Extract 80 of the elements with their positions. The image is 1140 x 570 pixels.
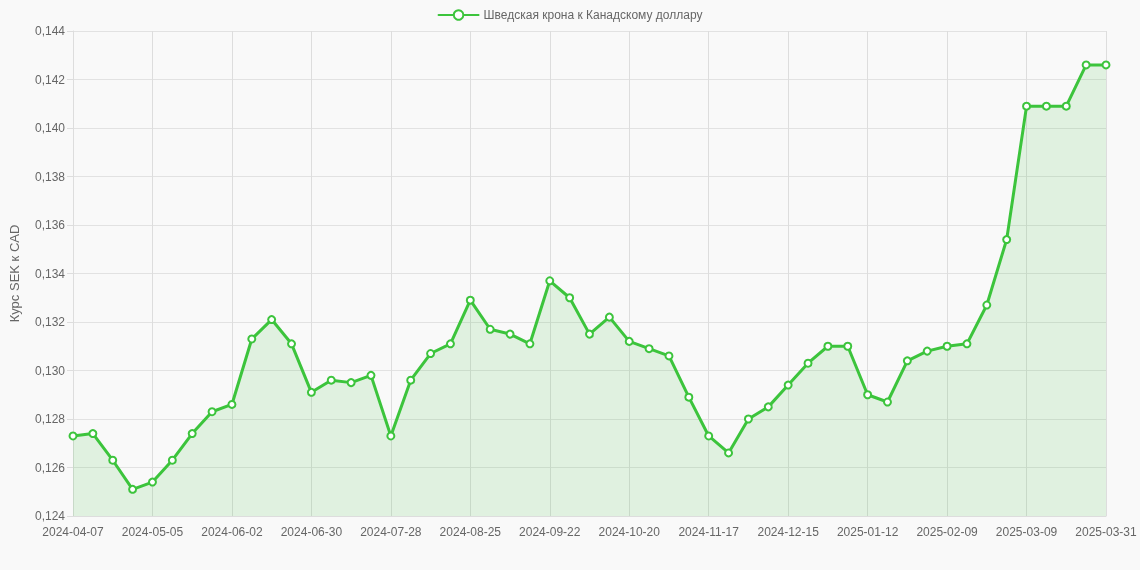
point [982,300,992,310]
point [227,399,237,409]
y-tick-label: 0,134 [34,266,66,281]
y-tick-label: 0,136 [34,218,66,232]
x-tick-label: 2025-02-09 [916,525,979,539]
point [147,477,157,487]
point [287,339,297,349]
point [624,336,634,346]
point [585,329,594,339]
point [1061,101,1071,111]
x-tick-label: 2024-10-20 [598,525,661,539]
point [962,339,972,349]
point [108,455,118,465]
point [187,429,197,439]
x-tick-label: 2025-03-09 [995,525,1058,539]
y-tick-label: 0,128 [34,412,66,426]
point [743,414,753,424]
y-tick-label: 0,138 [34,169,66,184]
point [267,315,277,325]
x-tick-label: 2024-04-07 [42,525,105,539]
point [803,358,813,368]
point [505,329,515,339]
point [167,455,177,465]
y-tick-label: 0,140 [34,121,66,135]
x-tick-label: 2025-01-12 [836,525,899,539]
point [644,344,654,354]
y-tick-label: 0,144 [34,24,66,38]
x-tick-label: 2024-05-05 [121,525,184,539]
legend-label: Шведская крона к Канадскому доллару [483,8,703,22]
point [882,397,892,407]
point [664,351,674,361]
point [207,407,217,417]
point [1081,60,1091,70]
x-tick-label: 2024-08-25 [439,525,502,539]
point [684,392,694,402]
point [247,334,257,344]
x-tick-label: 2024-07-28 [360,525,422,539]
point [1101,60,1111,70]
point [704,431,714,441]
point [902,356,912,366]
point [128,484,138,494]
x-tick-label: 2024-12-15 [757,525,820,539]
point [406,375,416,385]
x-tick-label: 2024-06-30 [280,525,343,539]
point [1041,101,1051,111]
x-tick-label: 2025-03-31 [1075,525,1138,539]
y-tick-label: 0,126 [34,460,66,475]
point [942,341,952,351]
x-tick-label: 2024-09-22 [519,525,581,539]
point [386,431,396,441]
x-tick-label: 2024-11-17 [678,525,740,539]
point [823,341,833,351]
point [1022,101,1032,111]
point [863,390,873,400]
point [843,341,853,351]
point [783,380,793,390]
point [366,370,376,380]
x-tick-label: 2024-06-02 [201,525,263,539]
point [1002,235,1012,245]
point [724,448,734,458]
point [306,387,316,397]
y-tick-label: 0,142 [34,72,66,87]
point [68,431,78,441]
point [88,429,98,439]
point [604,312,614,322]
point [346,378,356,388]
point [545,276,555,286]
point [465,295,475,305]
y-tick-label: 0,124 [34,509,66,523]
point [565,293,575,303]
point [326,375,336,385]
point [485,324,495,334]
point [426,349,436,359]
point [922,346,932,356]
y-tick-label: 0,130 [34,363,66,378]
point [763,402,773,412]
point [525,339,535,349]
y-tick-label: 0,132 [34,315,66,329]
y-axis-title: Курс SEK к CAD [7,224,22,323]
point [445,339,455,349]
